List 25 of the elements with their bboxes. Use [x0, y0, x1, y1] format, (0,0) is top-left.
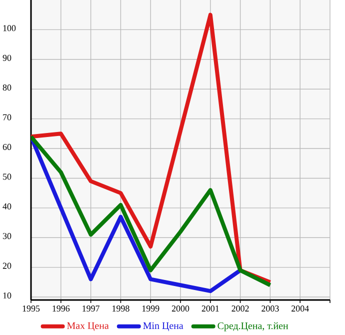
legend-label: Сред.Цена, т.йен: [218, 322, 288, 332]
y-tick-label: 90: [2, 54, 12, 61]
x-tick-label: 2000: [172, 306, 190, 312]
x-tick-label: 2003: [262, 306, 279, 312]
y-tick-label: 80: [2, 84, 12, 91]
y-tick-label: 20: [2, 262, 12, 269]
x-tick-label: 1998: [112, 306, 130, 312]
x-tick-label: 1996: [52, 306, 70, 312]
x-tick-label: 1997: [82, 306, 100, 312]
y-tick-label: 40: [2, 203, 12, 210]
legend-label: Max Цена: [67, 322, 109, 332]
x-tick-label: 2004: [292, 306, 309, 312]
line-series: [31, 134, 272, 288]
y-tick-label: 50: [3, 174, 12, 180]
x-tick-label: 2002: [232, 306, 249, 312]
x-tick-label: 1995: [22, 306, 40, 312]
x-tick-label: 1999: [142, 306, 160, 312]
line-series: [31, 12, 272, 284]
legend-label: Min Цена: [143, 322, 184, 332]
x-tick-label: 2001: [202, 306, 219, 312]
y-tick-label: 70: [3, 114, 12, 120]
y-tick-label: 100: [3, 25, 16, 32]
y-tick-label: 30: [2, 233, 12, 240]
y-tick-label: 60: [2, 144, 12, 150]
y-tick-label: 10: [3, 292, 12, 299]
